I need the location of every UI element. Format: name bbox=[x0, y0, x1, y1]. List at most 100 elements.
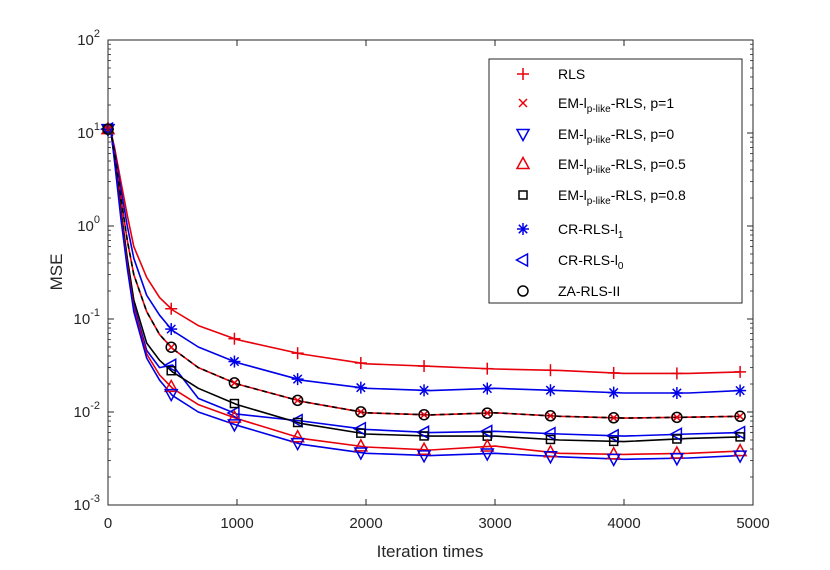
legend-marker bbox=[518, 190, 528, 200]
data-point-marker bbox=[291, 373, 304, 386]
data-point-marker bbox=[544, 410, 557, 422]
data-point-marker bbox=[227, 419, 242, 433]
x-tick-label: 3000 bbox=[478, 515, 511, 532]
data-point-marker bbox=[544, 384, 557, 397]
data-point-marker bbox=[419, 431, 429, 441]
legend-entry: EM-lp-like-RLS, p=1 bbox=[558, 95, 674, 115]
series-line bbox=[107, 128, 741, 419]
legend-marker bbox=[517, 223, 529, 235]
data-point-marker bbox=[605, 428, 619, 444]
legend-marker bbox=[514, 252, 529, 268]
data-point-marker bbox=[226, 405, 240, 421]
y-tick-label: 10-2 bbox=[74, 400, 100, 421]
data-point-marker bbox=[734, 365, 747, 378]
x-tick-label: 0 bbox=[104, 515, 112, 532]
data-point-marker bbox=[607, 386, 620, 399]
data-point-marker bbox=[293, 395, 303, 405]
data-point-marker bbox=[418, 360, 431, 373]
data-point-marker bbox=[292, 417, 303, 428]
y-axis-label: MSE bbox=[47, 254, 66, 291]
data-point-marker bbox=[606, 446, 621, 460]
data-point-marker bbox=[165, 341, 177, 353]
data-point-marker bbox=[481, 407, 494, 419]
data-point-marker bbox=[419, 410, 429, 420]
series-lines bbox=[107, 128, 741, 461]
data-point-marker bbox=[481, 362, 494, 375]
data-point-marker bbox=[732, 443, 748, 457]
y-tick-label: 101 bbox=[77, 121, 100, 142]
data-point-marker bbox=[416, 441, 432, 455]
y-tick-label: 102 bbox=[77, 28, 100, 49]
legend: RLS EM-lp-like-RLS, p=1 EM-lp-like-RLS, p=… bbox=[488, 58, 743, 304]
data-point-marker bbox=[165, 302, 178, 315]
data-point-marker bbox=[609, 413, 619, 423]
data-point-marker bbox=[227, 409, 242, 423]
data-point-marker bbox=[732, 450, 748, 464]
data-point-marker bbox=[291, 394, 304, 407]
data-point-marker bbox=[608, 436, 619, 447]
y-axis-ticks: 102 101 100 10-1 10-2 10-3 bbox=[74, 28, 753, 514]
data-point-marker bbox=[291, 347, 304, 360]
data-point-marker bbox=[672, 412, 682, 422]
data-point-marker bbox=[416, 450, 432, 464]
legend-entry: RLS bbox=[558, 66, 585, 82]
data-point-marker bbox=[669, 453, 685, 467]
data-point-marker bbox=[418, 384, 431, 397]
legend-marker bbox=[515, 128, 531, 143]
data-point-marker bbox=[228, 355, 241, 368]
data-point-marker bbox=[479, 448, 495, 462]
legend-entry: ZA-RLS-II bbox=[558, 283, 620, 299]
data-point-marker bbox=[354, 356, 367, 369]
data-point-marker bbox=[356, 428, 366, 438]
legend-box bbox=[488, 58, 743, 304]
legend-marker bbox=[517, 285, 529, 297]
legend-marker bbox=[518, 98, 528, 108]
data-point-marker bbox=[607, 366, 620, 379]
legend-entry: CR-RLS-l1 bbox=[558, 221, 624, 241]
legend-marker bbox=[515, 155, 531, 170]
plot-frame bbox=[107, 39, 754, 506]
data-point-marker bbox=[544, 364, 557, 377]
data-point-marker bbox=[229, 378, 239, 388]
series-line bbox=[107, 128, 741, 461]
data-point-marker bbox=[166, 365, 176, 376]
data-point-marker bbox=[672, 434, 682, 444]
data-point-marker bbox=[606, 453, 621, 467]
series-line bbox=[107, 128, 741, 375]
legend-marker bbox=[517, 68, 529, 80]
data-point-marker bbox=[354, 381, 367, 394]
data-point-marker bbox=[355, 406, 367, 418]
data-point-marker bbox=[353, 438, 369, 452]
data-point-marker bbox=[479, 438, 495, 452]
legend-entry: CR-RLS-l0 bbox=[558, 252, 624, 272]
data-point-marker bbox=[165, 323, 178, 336]
data-point-marker bbox=[163, 378, 179, 393]
series-line bbox=[107, 128, 741, 394]
data-point-marker bbox=[356, 407, 366, 417]
x-tick-label: 1000 bbox=[220, 515, 253, 532]
data-point-marker bbox=[670, 387, 683, 400]
data-point-marker bbox=[163, 358, 177, 373]
y-tick-label: 100 bbox=[77, 214, 100, 235]
data-point-marker bbox=[542, 426, 556, 441]
data-point-marker bbox=[481, 382, 494, 395]
data-point-marker bbox=[670, 367, 683, 380]
data-point-marker bbox=[545, 434, 556, 445]
data-point-marker bbox=[229, 398, 240, 409]
data-point-marker bbox=[166, 342, 176, 352]
x-tick-label: 4000 bbox=[607, 515, 640, 532]
y-tick-label: 10-1 bbox=[74, 307, 100, 328]
x-tick-label: 2000 bbox=[349, 515, 382, 532]
data-point-marker bbox=[290, 429, 305, 443]
x-axis-label: Iteration times bbox=[377, 542, 484, 561]
data-point-marker bbox=[607, 412, 620, 424]
data-point-marker bbox=[543, 451, 558, 465]
data-point-marker bbox=[228, 332, 241, 345]
x-axis-ticks: 0 1000 2000 3000 4000 5000 bbox=[104, 40, 770, 532]
legend-entry: EM-lp-like-RLS, p=0 bbox=[558, 126, 674, 146]
legend-entry: EM-lp-like-RLS, p=0.8 bbox=[558, 187, 686, 207]
data-point-marker bbox=[735, 411, 745, 421]
data-point-marker bbox=[290, 437, 305, 452]
x-tick-label: 5000 bbox=[736, 515, 769, 532]
